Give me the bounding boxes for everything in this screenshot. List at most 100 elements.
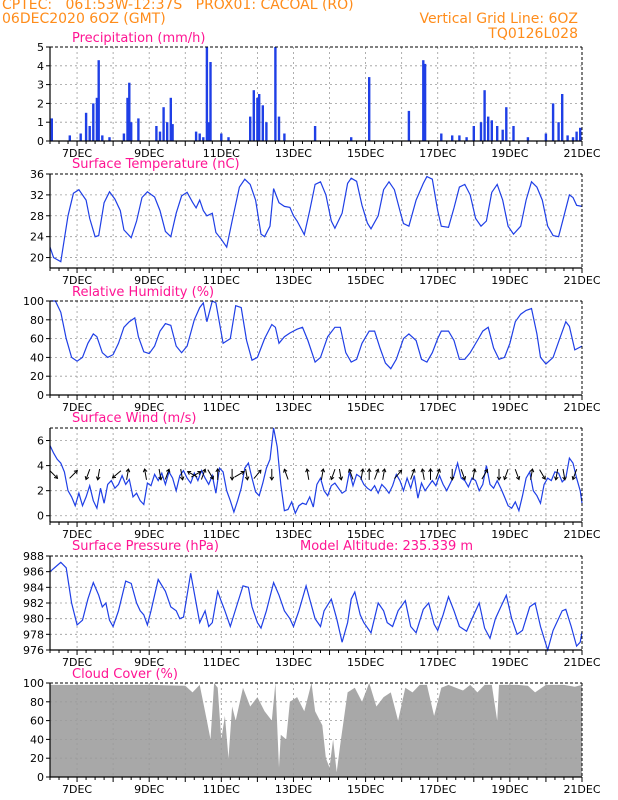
wind-arrow-head bbox=[257, 469, 262, 474]
x-tick-label: 11DEC bbox=[203, 656, 240, 669]
x-tick-label: 19DEC bbox=[491, 274, 528, 287]
precip-bar bbox=[202, 137, 205, 141]
precip-bar bbox=[571, 137, 575, 141]
wind-arrow bbox=[330, 469, 336, 481]
wind-arrow bbox=[539, 469, 546, 480]
x-tick-label: 9DEC bbox=[134, 274, 164, 287]
y-tick-label: 976 bbox=[23, 644, 44, 657]
precip-bar bbox=[101, 135, 104, 141]
precip-bar bbox=[50, 118, 53, 141]
y-tick-label: 32 bbox=[30, 189, 44, 202]
cloud-title: Cloud Cover (%) bbox=[72, 667, 178, 682]
pressure-title: Surface Pressure (hPa) bbox=[72, 539, 219, 554]
wind-arrow-head bbox=[420, 468, 426, 473]
precip-bar bbox=[551, 103, 555, 141]
wind-arrow-shaft bbox=[180, 468, 184, 480]
precip-bar bbox=[487, 116, 490, 141]
wind-arrow-head bbox=[158, 476, 163, 481]
precip-bar bbox=[407, 110, 411, 141]
wind-arrow-shaft bbox=[306, 468, 310, 480]
x-tick-label: 19DEC bbox=[491, 528, 528, 541]
precip-bar bbox=[313, 126, 317, 141]
y-tick-label: 0 bbox=[37, 135, 44, 148]
wind-arrow bbox=[191, 471, 202, 478]
wind-arrow-head bbox=[381, 468, 387, 473]
x-tick-label: 9DEC bbox=[134, 783, 164, 796]
precip-bar bbox=[566, 135, 569, 141]
chart-header: CPTEC: 061:53W-12:37S PROX01: CACOAL (RO… bbox=[0, 0, 618, 45]
wind-arrow bbox=[460, 469, 467, 481]
x-tick-label: 15DEC bbox=[347, 783, 384, 796]
precip-bar bbox=[579, 127, 582, 141]
x-tick-label: 9DEC bbox=[134, 147, 164, 160]
wind-arrow-shaft bbox=[207, 469, 214, 480]
wind-arrow bbox=[200, 468, 207, 480]
wind-arrow bbox=[394, 469, 403, 479]
precip-bar bbox=[422, 60, 425, 142]
y-tick-label: 5 bbox=[37, 41, 44, 54]
wind-arrow bbox=[514, 469, 521, 481]
precip-bar bbox=[122, 133, 126, 141]
precip-bar bbox=[261, 105, 264, 141]
precip-bar bbox=[227, 137, 230, 141]
precip-bar bbox=[472, 126, 475, 141]
wind-arrow-head bbox=[472, 468, 477, 473]
x-tick-label: 17DEC bbox=[419, 274, 456, 287]
wind-arrow-head bbox=[95, 476, 101, 481]
wind-arrow-shaft bbox=[283, 469, 289, 480]
y-tick-label: 80 bbox=[30, 314, 44, 327]
wind-arrow-shaft bbox=[253, 469, 262, 479]
wind-arrow bbox=[374, 468, 380, 480]
wind-arrow-head bbox=[197, 471, 202, 475]
x-tick-label: 9DEC bbox=[134, 656, 164, 669]
precip-bar bbox=[557, 122, 560, 141]
wind-arrow bbox=[142, 468, 148, 480]
x-tick-label: 15DEC bbox=[347, 656, 384, 669]
wind-arrow bbox=[435, 468, 441, 480]
precip-title: Precipitation (mm/h) bbox=[72, 31, 205, 46]
x-tick-label: 13DEC bbox=[275, 147, 312, 160]
wind-arrow-shaft bbox=[320, 468, 324, 480]
precip-bar bbox=[207, 122, 210, 141]
wind-arrow-head bbox=[186, 471, 192, 475]
precip-bar bbox=[274, 47, 277, 141]
x-tick-label: 13DEC bbox=[275, 783, 312, 796]
wind-arrow bbox=[69, 469, 78, 479]
y-tick-label: 24 bbox=[30, 231, 44, 244]
wind-arrow-shaft bbox=[144, 468, 147, 480]
precip-bar bbox=[465, 137, 468, 141]
precip-bar bbox=[501, 129, 504, 141]
y-tick-label: 0 bbox=[37, 510, 44, 523]
humidity-title: Relative Humidity (%) bbox=[72, 285, 214, 300]
wind-arrow-shaft bbox=[555, 468, 559, 480]
wind-arrow bbox=[111, 470, 122, 479]
wind-arrow-shaft bbox=[187, 471, 198, 478]
x-tick-label: 21DEC bbox=[563, 528, 600, 541]
wind-arrow bbox=[253, 469, 262, 479]
precip-bar bbox=[126, 97, 129, 141]
precip-bar bbox=[95, 97, 99, 141]
wind-arrow-shaft bbox=[191, 471, 202, 478]
precip-bar bbox=[68, 135, 71, 141]
precip-bar bbox=[277, 116, 281, 141]
wind-arrow-head bbox=[125, 468, 131, 473]
x-tick-label: 11DEC bbox=[203, 401, 240, 414]
wind-arrow bbox=[428, 467, 433, 480]
precip-bar bbox=[92, 103, 95, 141]
wind-arrow bbox=[215, 467, 221, 480]
wind-arrow bbox=[320, 468, 326, 480]
y-tick-label: 4 bbox=[37, 460, 44, 473]
wind-arrow-shaft bbox=[435, 469, 441, 480]
precip-bar bbox=[368, 77, 371, 141]
wind-arrow bbox=[410, 468, 416, 480]
wind-arrow-head bbox=[515, 475, 521, 481]
wind-title: Surface Wind (m/s) bbox=[72, 411, 196, 426]
wind-arrow-shaft bbox=[530, 468, 533, 480]
wind-arrow-shaft bbox=[200, 469, 206, 480]
x-tick-label: 7DEC bbox=[62, 783, 92, 796]
wind-arrow-head bbox=[398, 469, 403, 474]
wind-arrow-shaft bbox=[360, 468, 364, 480]
pressure-panel: 976 978 980 982 984 986 988 7DEC 9DEC 11DEC 13DEC 1… bbox=[23, 539, 601, 669]
x-tick-label: 15DEC bbox=[347, 401, 384, 414]
precip-bar bbox=[483, 90, 486, 141]
